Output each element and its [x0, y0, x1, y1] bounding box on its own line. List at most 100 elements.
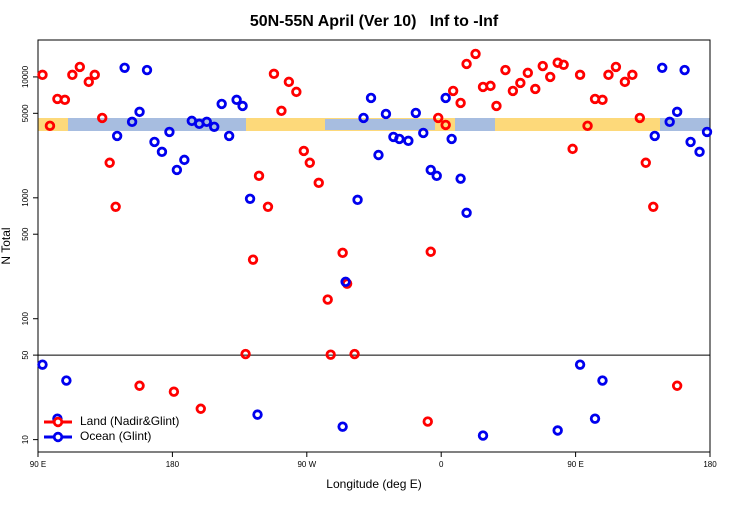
- point: [231, 94, 242, 106]
- y-tick-label: 5000: [21, 104, 30, 122]
- point: [44, 120, 56, 132]
- point: [240, 348, 251, 360]
- point: [83, 76, 94, 88]
- point: [671, 380, 683, 391]
- point: [470, 48, 481, 60]
- point: [149, 136, 160, 148]
- point: [291, 86, 302, 98]
- point: [567, 143, 578, 155]
- band-ocean: [68, 118, 246, 131]
- point: [298, 145, 310, 157]
- point: [201, 116, 212, 128]
- point: [461, 58, 472, 70]
- point: [168, 386, 180, 397]
- point: [657, 62, 668, 73]
- legend-marker: [52, 416, 64, 428]
- point: [179, 154, 190, 166]
- point: [603, 69, 614, 81]
- point: [164, 126, 175, 138]
- legend-label: Ocean (Glint): [80, 429, 151, 443]
- y-tick-label: 10: [21, 435, 30, 444]
- point: [283, 76, 295, 88]
- point: [558, 59, 569, 70]
- point: [582, 120, 593, 132]
- point: [455, 97, 466, 109]
- point: [337, 247, 348, 258]
- point: [455, 173, 466, 184]
- point: [552, 425, 563, 436]
- point: [671, 106, 683, 118]
- point: [477, 430, 489, 441]
- plot-frame: [37, 39, 711, 453]
- point: [507, 85, 519, 97]
- point: [634, 112, 646, 124]
- point: [322, 294, 333, 305]
- y-tick-label: 50: [21, 350, 30, 359]
- point: [110, 201, 121, 212]
- point: [545, 71, 556, 83]
- chart-title: 50N-55N April (Ver 10) Inf to -Inf: [250, 13, 499, 30]
- y-tick-label: 500: [21, 227, 30, 241]
- point: [410, 107, 422, 119]
- point: [530, 83, 541, 95]
- point: [440, 92, 451, 104]
- point: [685, 136, 696, 148]
- point: [97, 112, 108, 124]
- point: [61, 375, 72, 386]
- point: [537, 60, 548, 72]
- point: [485, 80, 496, 92]
- point: [373, 149, 384, 161]
- point: [223, 130, 235, 142]
- point: [358, 112, 369, 124]
- point: [694, 146, 705, 158]
- point: [325, 349, 336, 360]
- x-tick-label: 180: [166, 460, 180, 469]
- point: [574, 359, 586, 370]
- point: [104, 157, 115, 168]
- point: [209, 121, 220, 132]
- point: [365, 92, 377, 104]
- point: [574, 69, 586, 81]
- point: [431, 170, 442, 182]
- point: [304, 157, 315, 168]
- point: [433, 112, 444, 124]
- y-tick-label: 1000: [21, 188, 30, 206]
- point: [195, 403, 206, 414]
- point: [349, 348, 360, 360]
- point: [380, 108, 392, 120]
- point: [276, 105, 287, 117]
- point: [216, 98, 227, 110]
- point: [649, 130, 660, 142]
- point: [515, 77, 526, 89]
- point: [237, 100, 248, 112]
- x-tick-label: 90 E: [30, 460, 46, 469]
- point: [262, 201, 274, 212]
- point: [627, 69, 638, 81]
- point: [597, 375, 608, 386]
- point: [403, 135, 414, 147]
- point: [89, 69, 100, 81]
- band-ocean: [455, 118, 495, 131]
- point: [461, 207, 472, 219]
- x-tick-label: 90 E: [567, 460, 583, 469]
- point: [491, 100, 502, 112]
- point: [648, 201, 659, 212]
- point: [247, 254, 259, 265]
- point: [597, 94, 608, 106]
- y-tick-label: 10000: [21, 65, 30, 88]
- point: [252, 409, 263, 420]
- point: [37, 69, 48, 81]
- point: [418, 127, 429, 139]
- point: [74, 61, 86, 73]
- point: [67, 69, 78, 81]
- point: [141, 64, 153, 76]
- point: [664, 116, 675, 128]
- point: [337, 421, 348, 432]
- x-tick-label: 90 W: [297, 460, 316, 469]
- point: [253, 170, 265, 182]
- point: [440, 119, 451, 131]
- point: [701, 126, 713, 138]
- x-tick-label: 180: [703, 460, 717, 469]
